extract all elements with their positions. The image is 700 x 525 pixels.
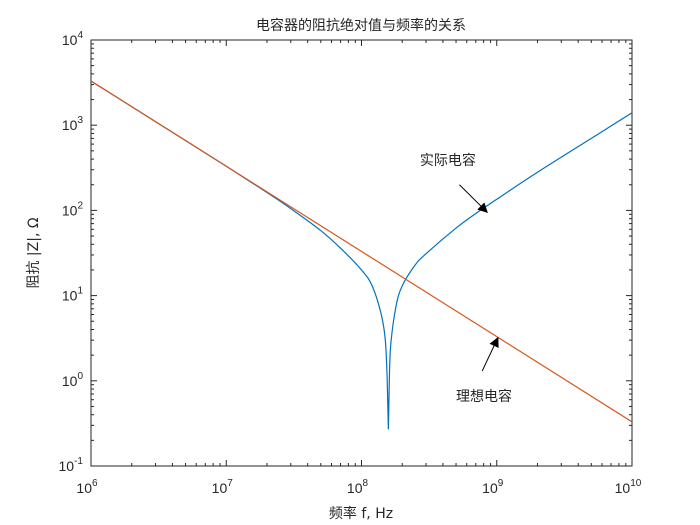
- x-axis-label: 频率 f, Hz: [329, 505, 393, 522]
- x-tick-label: 1010: [615, 478, 642, 496]
- x-tick-label: 108: [347, 478, 369, 496]
- x-tick-label: 107: [212, 478, 234, 496]
- annotation-arrow: [481, 336, 499, 372]
- y-tick-label: 103: [62, 115, 84, 133]
- annotation-label: 理想电容: [456, 388, 512, 405]
- annotation-arrow: [459, 184, 488, 214]
- y-tick-label: 104: [62, 30, 84, 48]
- series-line-2: [91, 80, 632, 423]
- annotation-label: 实际电容: [420, 152, 476, 169]
- y-axis-label: 阻抗 |Z|, Ω: [26, 217, 42, 288]
- y-tick-label: 10-1: [59, 456, 84, 474]
- y-tick-label: 102: [62, 200, 84, 218]
- ticks: 106 107 108 109 1010 10-1 100 101 102 103 104: [59, 30, 642, 496]
- chart-title: 电容器的阻抗绝对值与频率的关系: [256, 17, 466, 34]
- x-tick-label: 109: [482, 478, 504, 496]
- y-tick-label: 100: [62, 371, 84, 389]
- y-tick-label: 101: [62, 286, 84, 304]
- x-tick-label: 106: [76, 478, 98, 496]
- plot-area: [90, 39, 633, 467]
